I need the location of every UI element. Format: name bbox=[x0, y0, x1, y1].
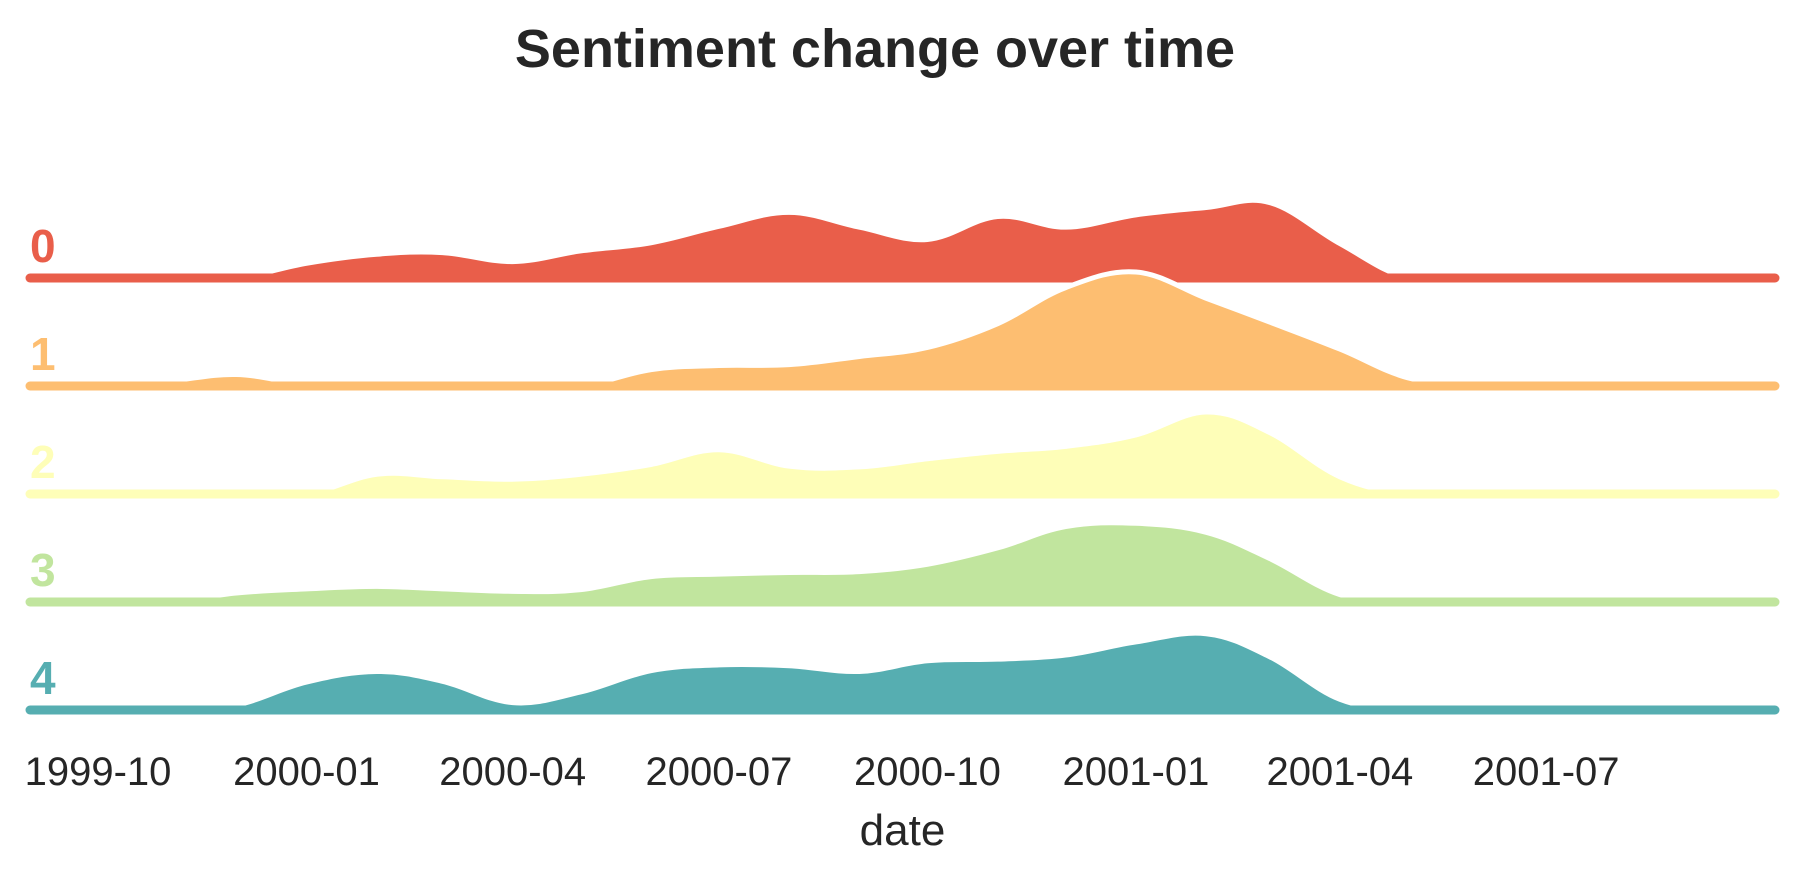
ridge-label-3: 3 bbox=[30, 544, 56, 596]
x-tick-label: 2001-01 bbox=[1063, 750, 1210, 794]
ridge-4: 4 bbox=[25, 630, 1780, 715]
x-tick-label: 1999-10 bbox=[25, 750, 172, 794]
ridge-area-2 bbox=[30, 411, 1755, 496]
ridge-area-1 bbox=[30, 271, 1755, 388]
ridge-label-1: 1 bbox=[30, 328, 56, 380]
x-tick-label: 2001-04 bbox=[1266, 750, 1413, 794]
x-tick-label: 2000-10 bbox=[854, 750, 1001, 794]
x-tick-label: 2000-07 bbox=[646, 750, 793, 794]
ridge-label-2: 2 bbox=[30, 436, 56, 488]
ridge-0: 0 bbox=[25, 197, 1780, 284]
x-tick-label: 2000-01 bbox=[233, 750, 380, 794]
ridge-area-4 bbox=[30, 633, 1755, 711]
x-tick-label: 2001-07 bbox=[1473, 750, 1620, 794]
ridge-3: 3 bbox=[25, 520, 1780, 607]
x-axis-label: date bbox=[860, 806, 946, 855]
chart-title: Sentiment change over time bbox=[514, 19, 1236, 79]
ridge-area-3 bbox=[30, 522, 1755, 603]
ridge-label-4: 4 bbox=[30, 652, 56, 704]
ridge-1: 1 bbox=[25, 269, 1780, 391]
x-tick-label: 2000-04 bbox=[439, 750, 586, 794]
ridge-area-0 bbox=[30, 200, 1755, 281]
ridge-label-0: 0 bbox=[30, 220, 56, 272]
ridge-2: 2 bbox=[25, 409, 1780, 499]
